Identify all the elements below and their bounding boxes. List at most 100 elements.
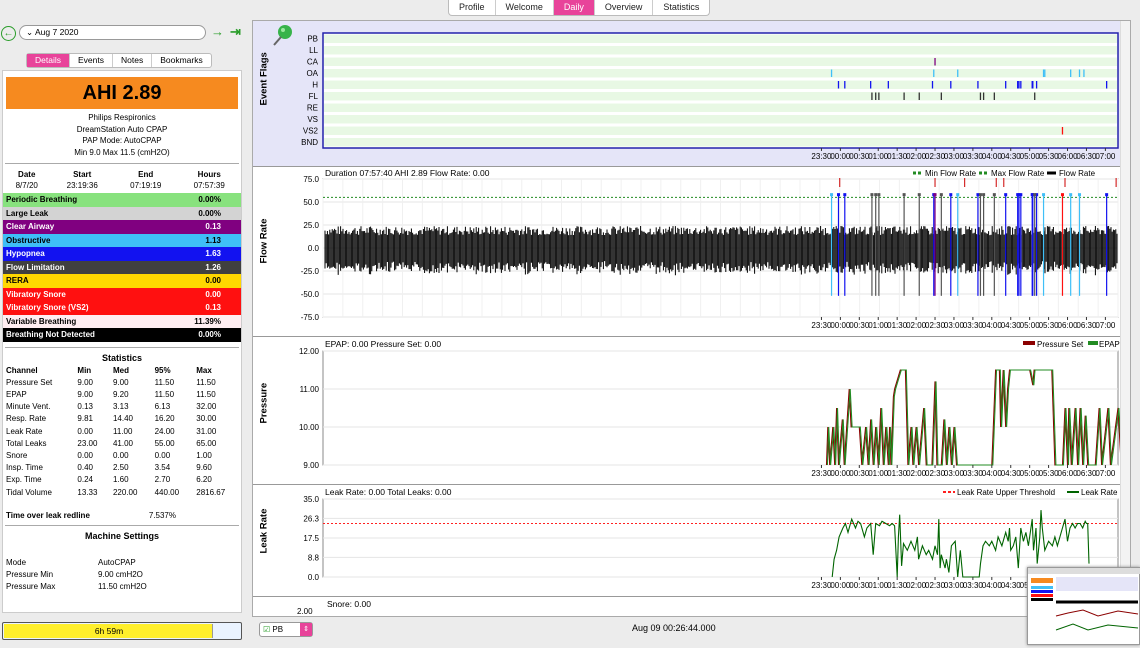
stat-cell: 9.00: [77, 389, 93, 399]
stat-cell: 24.00: [154, 426, 175, 436]
event-flags-panel: Event Flags PB LL CA OA H FL RE VS VS2 BND 23:30 00…: [253, 21, 1120, 167]
event-row[interactable]: RERA 0.00: [3, 274, 241, 288]
tab-welcome[interactable]: Welcome: [496, 0, 554, 15]
leak-rate-chart[interactable]: Leak Rate: 0.00 Total Leaks: 0.00 Leak Ra…: [253, 485, 1120, 597]
stat-cell: 30.00: [196, 414, 217, 424]
tab-events[interactable]: Events: [70, 54, 113, 67]
flag-channel-label: FL: [309, 92, 319, 101]
event-row[interactable]: Vibratory Snore 0.00: [3, 287, 241, 301]
event-row[interactable]: Flow Limitation 1.26: [3, 260, 241, 274]
x-tick-label: 03:30: [963, 469, 984, 478]
y-tick-label: 17.5: [303, 534, 319, 543]
session-date[interactable]: 8/7/20: [15, 181, 38, 190]
event-row[interactable]: Large Leak 0.00%: [3, 206, 241, 220]
event-row[interactable]: Hypopnea 1.63: [3, 247, 241, 261]
graph-area[interactable]: Event Flags PB LL CA OA H FL RE VS VS2 BND 23:30 00…: [252, 20, 1131, 617]
setting-cell: Mode: [6, 557, 27, 567]
stat-cell: 16.20: [154, 414, 175, 424]
tab-daily[interactable]: Daily: [553, 0, 595, 15]
event-row[interactable]: Breathing Not Detected 0.00%: [3, 328, 241, 342]
pressure-plot-frame: [322, 350, 1119, 466]
date-picker[interactable]: ⌄ Aug 7 2020: [19, 25, 206, 40]
pressure-chart[interactable]: EPAP: 0.00 Pressure Set: 0.00 Pressure Se…: [253, 337, 1120, 485]
x-tick-label: 00:30: [849, 321, 870, 330]
tab-notes[interactable]: Notes: [113, 54, 153, 67]
stat-cell: 55.00: [154, 438, 175, 448]
setting-cell: 11.50 cmH2O: [98, 582, 147, 592]
stat-cell: 6.20: [196, 475, 212, 485]
tab-details[interactable]: Details: [27, 54, 70, 67]
session-header: Date: [18, 170, 36, 179]
legend-label: Pressure Set: [1037, 340, 1084, 349]
detail-tabs: Details Events Notes Bookmarks: [26, 53, 212, 68]
x-tick-label: 02:00: [906, 152, 927, 161]
x-tick-label: 04:30: [1001, 469, 1022, 478]
x-tick-label: 03:30: [963, 321, 984, 330]
flag-row-band: [324, 57, 1117, 66]
graph-scrollbar[interactable]: [1120, 21, 1130, 616]
stat-cell: 11.00: [112, 426, 133, 436]
event-flags-chart[interactable]: PB LL CA OA H FL RE VS VS2 BND 23:3000:0000:3001:0…: [253, 21, 1120, 167]
x-tick-label: 06:00: [1058, 321, 1079, 330]
event-row[interactable]: Periodic Breathing 0.00%: [3, 193, 241, 207]
tab-overview[interactable]: Overview: [595, 0, 654, 15]
back-arrow-icon[interactable]: ←: [1, 26, 16, 41]
flow-event-dot: [982, 193, 986, 197]
stat-row: Tidal Volume 13.33 220.00 440.00 2816.67: [3, 487, 241, 499]
x-tick-label: 02:30: [925, 321, 946, 330]
x-tick-label: 04:30: [1001, 581, 1022, 590]
stat-cell: 9.60: [196, 463, 212, 473]
preview-thumbnail[interactable]: [1027, 567, 1140, 645]
event-row[interactable]: Obstructive 1.13: [3, 233, 241, 247]
details-panel[interactable]: AHI 2.89 Philips Respironics DreamStatio…: [2, 70, 242, 613]
tab-bookmarks[interactable]: Bookmarks: [160, 55, 203, 65]
event-row[interactable]: Clear Airway 0.13: [3, 220, 241, 234]
pin-icon[interactable]: [271, 23, 295, 47]
event-label: Obstructive: [6, 235, 51, 245]
cursor-time: Aug 09 00:26:44.000: [632, 623, 716, 633]
setting-cell: 9.00 cmH2O: [98, 569, 143, 579]
y-tick-label: 25.0: [303, 221, 319, 230]
divider: [5, 346, 239, 348]
flow-event-dot: [917, 193, 921, 197]
flag-channel-label: RE: [307, 104, 318, 113]
stat-row: Pressure Set 9.00 9.00 11.50 11.50: [3, 377, 241, 389]
machine-info: Philips Respironics DreamStation Auto CP…: [3, 112, 241, 158]
event-row[interactable]: Vibratory Snore (VS2) 0.13: [3, 301, 241, 315]
flow-event-dot: [1031, 193, 1035, 197]
forward-arrow-icon[interactable]: →: [211, 24, 224, 39]
flag-channel-label: CA: [307, 58, 319, 67]
event-label: Vibratory Snore: [6, 289, 66, 299]
stat-cell: 2.50: [112, 463, 129, 473]
machine-model: DreamStation Auto CPAP: [76, 124, 168, 134]
flow-event-dot: [843, 193, 847, 197]
flow-event-dot: [949, 193, 953, 197]
x-tick-label: 00:30: [849, 469, 870, 478]
tab-statistics[interactable]: Statistics: [663, 2, 700, 12]
legend-label: Flow Rate: [1059, 169, 1096, 178]
event-row[interactable]: Variable Breathing 11.39%: [3, 314, 241, 328]
jump-latest-icon[interactable]: ⇥: [230, 24, 241, 39]
session-end: 07:19:19: [130, 181, 162, 190]
stat-cell: Exp. Time: [6, 475, 42, 485]
x-tick-label: 02:30: [925, 581, 946, 590]
stat-header: Med: [112, 365, 129, 375]
ahi-banner: AHI 2.89: [6, 77, 238, 109]
tab-profile[interactable]: Profile: [449, 0, 496, 15]
flow-rate-chart[interactable]: Duration 07:57:40 AHI 2.89 Flow Rate: 0.…: [253, 167, 1120, 337]
x-tick-label: 00:30: [849, 152, 870, 161]
y-tick-label: 11.00: [300, 385, 320, 394]
event-summary-table: Periodic Breathing 0.00% Large Leak 0.00% Cl…: [3, 193, 241, 342]
machine-settings-title: Machine Settings: [84, 530, 159, 541]
x-tick-label: 04:00: [982, 321, 1003, 330]
stat-cell: 9.00: [112, 377, 129, 387]
legend-swatch: [1023, 341, 1035, 345]
machine-mode: PAP Mode: AutoCPAP: [82, 136, 162, 145]
stat-cell: Insp. Time: [6, 463, 43, 473]
flag-selector[interactable]: ☑ PB ⇕: [259, 621, 313, 637]
divider: [5, 524, 239, 526]
leak-header: Leak Rate: 0.00 Total Leaks: 0.00: [325, 487, 452, 497]
flag-channel-label: BND: [301, 138, 318, 147]
flag-row-band: [324, 115, 1117, 124]
event-label: Periodic Breathing: [6, 195, 78, 204]
